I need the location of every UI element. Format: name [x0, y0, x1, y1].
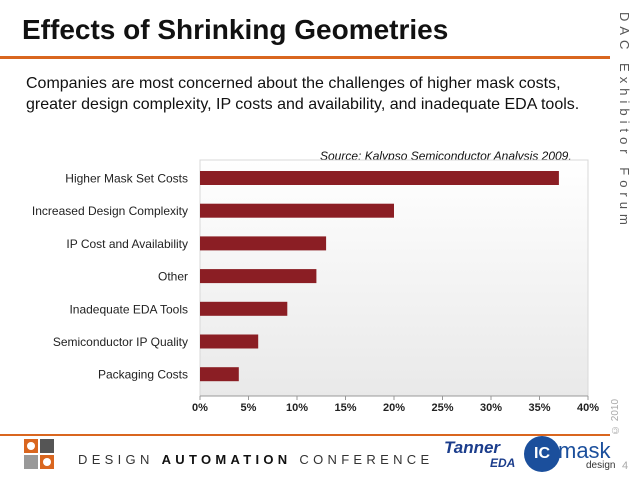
chart-plot-area — [199, 159, 589, 397]
bar-increased-design-complexity — [200, 203, 394, 218]
category-label: Packaging Costs — [98, 368, 188, 382]
icmask-ic-badge: IC — [524, 436, 560, 472]
x-tick-label: 35% — [528, 402, 550, 414]
tanner-wordmark: Tanner — [444, 438, 501, 457]
banner-conference: CONFERENCE — [299, 452, 434, 467]
title-divider — [0, 56, 610, 59]
icmask-logo: IC mask design — [524, 436, 616, 474]
bar-semiconductor-ip-quality — [200, 334, 259, 349]
category-label: Increased Design Complexity — [32, 204, 188, 218]
bar-packaging-costs — [200, 367, 239, 382]
page-number: 4 — [622, 460, 629, 472]
icmask-wordmark: mask — [558, 438, 611, 463]
body-text: Companies are most concerned about the c… — [26, 75, 580, 113]
x-tick-label: 0% — [192, 402, 208, 414]
x-tick-label: 5% — [241, 402, 257, 414]
x-tick-label: 25% — [431, 402, 453, 414]
category-label: Semiconductor IP Quality — [53, 335, 188, 349]
slide-title: Effects of Shrinking Geometries — [22, 14, 449, 45]
tanner-eda-logo: Tanner EDA — [436, 438, 516, 474]
x-tick-label: 15% — [334, 402, 356, 414]
dac-logo-icon — [24, 439, 54, 469]
category-label: Other — [158, 270, 188, 284]
x-tick-label: 20% — [383, 402, 405, 414]
x-tick-label: 40% — [577, 402, 599, 414]
bar-higher-mask-set-costs — [200, 171, 559, 185]
category-label: Higher Mask Set Costs — [65, 172, 188, 186]
category-label: Inadequate EDA Tools — [69, 302, 188, 316]
conference-banner: DESIGN AUTOMATION CONFERENCE — [78, 452, 433, 467]
banner-design: DESIGN — [78, 452, 154, 467]
banner-automation: AUTOMATION — [161, 452, 292, 467]
icmask-subtext: design — [586, 460, 616, 471]
category-label: IP Cost and Availability — [66, 237, 188, 251]
bar-other — [200, 269, 317, 284]
tanner-eda-wordmark: EDA — [490, 456, 516, 470]
x-tick-label: 10% — [286, 402, 308, 414]
side-label: DAC Exhibitor Forum — [617, 12, 632, 230]
bar-inadequate-eda-tools — [200, 301, 288, 316]
footer-divider — [0, 434, 610, 436]
bar-ip-cost-and-availability — [200, 236, 327, 251]
x-tick-label: 30% — [480, 402, 502, 414]
